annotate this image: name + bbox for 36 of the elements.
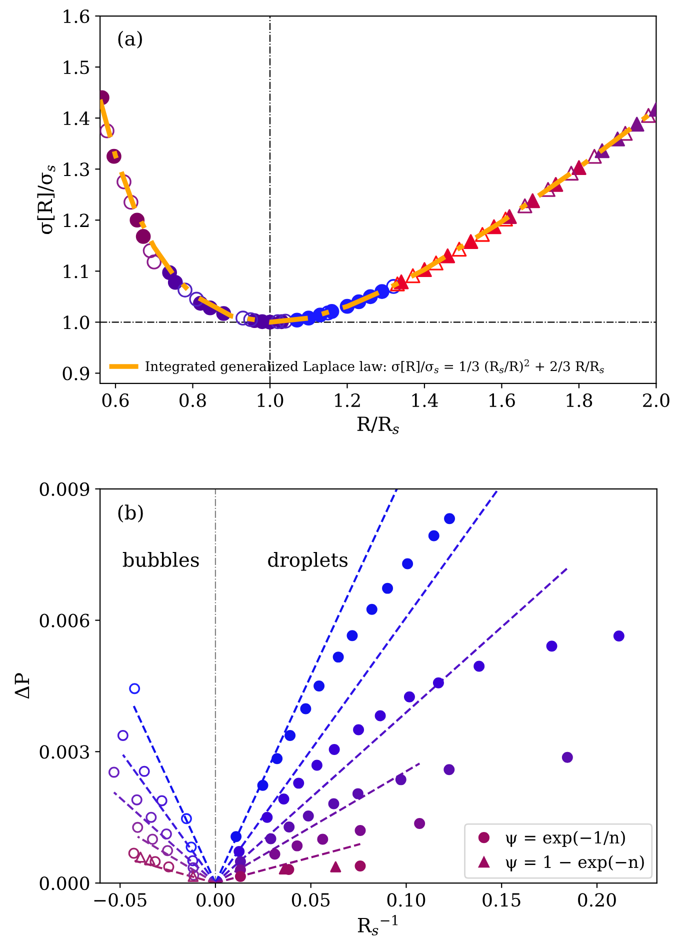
- y-tick-label: 0.006: [40, 614, 90, 628]
- y-tick-label: 1.3: [64, 162, 89, 176]
- x-tick-label: 0.05: [292, 893, 330, 907]
- y-tick-label: 1.6: [64, 9, 90, 24]
- x-tick-label: 0.20: [578, 893, 616, 907]
- y-tick-label: 0.003: [40, 745, 89, 759]
- x-tick-label: 0.8: [180, 393, 206, 408]
- legend-label: ψ = 1 − exp(−n): [506, 855, 644, 872]
- x-tick-label: 0.15: [482, 893, 520, 907]
- x-tick-label: 1.6: [490, 393, 515, 408]
- x-tick-label: −0.05: [94, 893, 146, 907]
- x-tick-label: 1.0: [258, 393, 284, 408]
- legend-label: ψ = exp(−1/n): [506, 830, 625, 847]
- annotation: bubbles: [122, 552, 199, 568]
- x-tick-label: 1.4: [412, 393, 438, 408]
- y-axis-title: ΔP: [14, 673, 30, 699]
- x-tick-label: 0.6: [102, 393, 129, 408]
- x-tick-label: 2.0: [643, 393, 670, 408]
- annotation: droplets: [268, 552, 348, 571]
- x-axis-title: R/R$_{s}$: [357, 416, 399, 434]
- x-tick-label: 0.10: [387, 893, 426, 907]
- x-tick-label: 1.8: [566, 393, 592, 408]
- x-tick-label: 1.2: [335, 393, 360, 408]
- x-axis-title: R$_{s}$$^{−1}$: [358, 915, 398, 936]
- y-axis-title: σ[R]/σ$_{s}$: [37, 165, 56, 234]
- y-tick-label: 0.009: [40, 482, 90, 496]
- annotation: (a): [118, 30, 142, 49]
- y-tick-label: 0.9: [62, 366, 90, 380]
- y-tick-label: 1.1: [64, 264, 88, 278]
- y-tick-label: 1.5: [64, 60, 89, 74]
- x-tick-label: 0.00: [196, 893, 234, 907]
- y-tick-label: 0.000: [40, 876, 90, 890]
- y-tick-label: 1.0: [64, 316, 90, 330]
- annotation: (b): [118, 504, 143, 522]
- y-tick-label: 1.2: [64, 214, 89, 228]
- y-tick-label: 1.4: [64, 112, 90, 126]
